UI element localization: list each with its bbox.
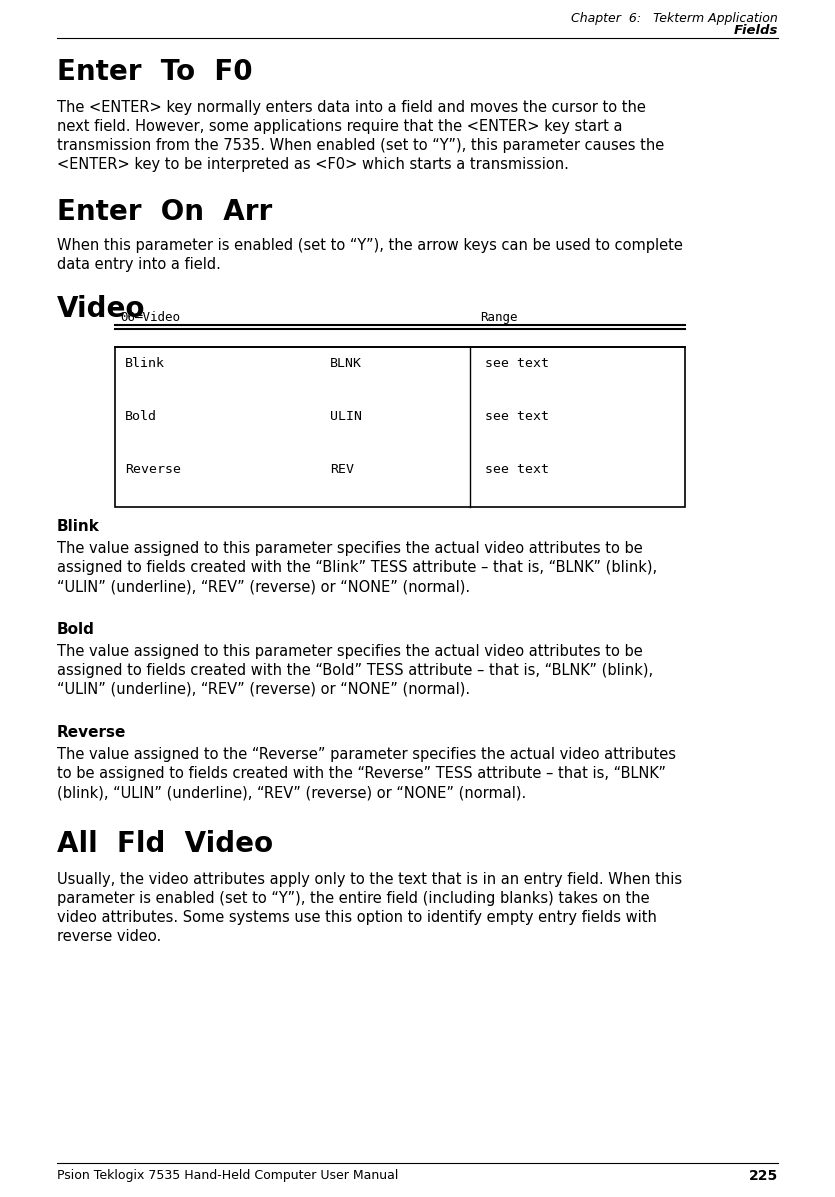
Bar — [115, 347, 685, 508]
Text: see text: see text — [485, 409, 549, 423]
Text: BLNK: BLNK — [330, 357, 362, 370]
Text: Enter  To  F0: Enter To F0 — [57, 57, 253, 86]
Text: video attributes. Some systems use this option to identify empty entry fields wi: video attributes. Some systems use this … — [57, 910, 657, 925]
Text: The value assigned to the “Reverse” parameter specifies the actual video attribu: The value assigned to the “Reverse” para… — [57, 747, 676, 762]
Text: All  Fld  Video: All Fld Video — [57, 830, 273, 858]
Text: Range: Range — [480, 311, 518, 324]
Text: Fields: Fields — [734, 24, 778, 37]
Text: Usually, the video attributes apply only to the text that is in an entry field. : Usually, the video attributes apply only… — [57, 871, 682, 887]
Text: The value assigned to this parameter specifies the actual video attributes to be: The value assigned to this parameter spe… — [57, 541, 643, 555]
Text: ULIN: ULIN — [330, 409, 362, 423]
Text: next field. However, some applications require that the <ENTER> key start a: next field. However, some applications r… — [57, 119, 623, 134]
Text: parameter is enabled (set to “Y”), the entire field (including blanks) takes on : parameter is enabled (set to “Y”), the e… — [57, 891, 650, 906]
Text: see text: see text — [485, 463, 549, 476]
Text: Bold: Bold — [125, 409, 157, 423]
Text: to be assigned to fields created with the “Reverse” TESS attribute – that is, “B: to be assigned to fields created with th… — [57, 766, 666, 780]
Text: Enter  On  Arr: Enter On Arr — [57, 198, 272, 226]
Text: Video: Video — [57, 294, 145, 323]
Text: Psion Teklogix 7535 Hand-Held Computer User Manual: Psion Teklogix 7535 Hand-Held Computer U… — [57, 1169, 398, 1181]
Text: 06═Video: 06═Video — [120, 311, 180, 324]
Text: transmission from the 7535. When enabled (set to “Y”), this parameter causes the: transmission from the 7535. When enabled… — [57, 138, 665, 153]
Text: <ENTER> key to be interpreted as <F0> which starts a transmission.: <ENTER> key to be interpreted as <F0> wh… — [57, 157, 569, 172]
Text: data entry into a field.: data entry into a field. — [57, 257, 221, 272]
Text: assigned to fields created with the “Blink” TESS attribute – that is, “BLNK” (bl: assigned to fields created with the “Bli… — [57, 560, 657, 575]
Text: The value assigned to this parameter specifies the actual video attributes to be: The value assigned to this parameter spe… — [57, 644, 643, 660]
Text: see text: see text — [485, 357, 549, 370]
Text: Chapter  6:   Tekterm Application: Chapter 6: Tekterm Application — [571, 12, 778, 25]
Text: “ULIN” (underline), “REV” (reverse) or “NONE” (normal).: “ULIN” (underline), “REV” (reverse) or “… — [57, 579, 470, 594]
Text: “ULIN” (underline), “REV” (reverse) or “NONE” (normal).: “ULIN” (underline), “REV” (reverse) or “… — [57, 682, 470, 697]
Text: Blink: Blink — [125, 357, 165, 370]
Text: Blink: Blink — [57, 519, 100, 534]
Text: REV: REV — [330, 463, 354, 476]
Text: Reverse: Reverse — [57, 725, 126, 740]
Text: The <ENTER> key normally enters data into a field and moves the cursor to the: The <ENTER> key normally enters data int… — [57, 101, 646, 115]
Text: When this parameter is enabled (set to “Y”), the arrow keys can be used to compl: When this parameter is enabled (set to “… — [57, 238, 683, 253]
Text: 225: 225 — [749, 1169, 778, 1183]
Text: reverse video.: reverse video. — [57, 929, 161, 944]
Text: assigned to fields created with the “Bold” TESS attribute – that is, “BLNK” (bli: assigned to fields created with the “Bol… — [57, 663, 653, 678]
Text: Reverse: Reverse — [125, 463, 181, 476]
Text: Bold: Bold — [57, 622, 95, 637]
Text: (blink), “ULIN” (underline), “REV” (reverse) or “NONE” (normal).: (blink), “ULIN” (underline), “REV” (reve… — [57, 785, 526, 800]
